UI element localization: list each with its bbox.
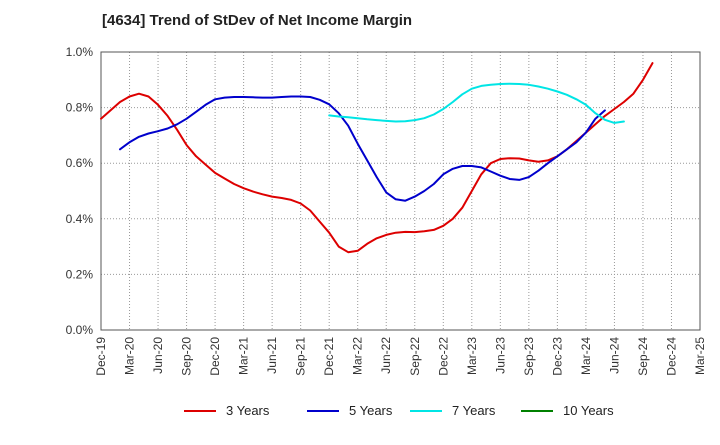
legend-item: 10 Years [521,403,614,418]
x-tick-label: Dec-21 [322,337,336,376]
x-tick-label: Jun-20 [151,337,165,374]
legend-swatch [521,409,553,412]
y-tick-label: 0.8% [66,101,94,115]
x-tick-label: Mar-22 [351,337,365,375]
x-tick-label: Dec-24 [664,337,678,376]
x-tick-label: Jun-21 [265,337,279,374]
x-tick-label: Dec-19 [94,337,108,376]
legend-swatch [184,409,216,412]
series-line-5-years [119,95,606,202]
legend-item: 7 Years [410,403,495,418]
legend: 3 Years 5 Years 7 Years 10 Years [0,403,720,427]
y-tick-labels: 0.0% 0.2% 0.4% 0.6% 0.8% 1.0% [66,45,94,337]
plot-frame [100,51,701,331]
legend-swatch [410,409,442,412]
x-tick-label: Mar-20 [123,337,137,375]
x-tick-label: Mar-24 [579,337,593,375]
x-tick-label: Mar-21 [237,337,251,375]
x-tick-label: Sep-21 [294,337,308,376]
y-tick-label: 0.4% [66,212,94,226]
x-tick-label: Dec-23 [550,337,564,376]
x-tick-label: Mar-25 [693,337,707,375]
plot-area [101,52,700,330]
x-tick-label: Sep-22 [408,337,422,376]
axes [100,51,701,331]
x-tick-label: Jun-22 [379,337,393,374]
y-tick-label: 0.6% [66,156,94,170]
legend-label: 7 Years [452,403,496,418]
plot-background [101,52,700,330]
legend-item: 5 Years [307,403,392,418]
series-lines [100,62,654,254]
y-tick-label: 0.0% [66,323,94,337]
x-tick-label: Sep-24 [636,337,650,376]
series-line-7-years [328,82,625,124]
x-tick-label: Dec-22 [436,337,450,376]
x-tick-label: Jun-23 [493,337,507,374]
legend-item: 3 Years [184,403,269,418]
x-tick-label: Jun-24 [607,337,621,374]
legend-label: 10 Years [563,403,614,418]
legend-label: 3 Years [226,403,270,418]
legend-label: 5 Years [349,403,393,418]
chart-title: [4634] Trend of StDev of Net Income Marg… [102,12,413,29]
x-tick-label: Mar-23 [465,337,479,375]
x-tick-label: Sep-20 [180,337,194,376]
y-tick-label: 0.2% [66,267,94,281]
y-tick-label: 1.0% [66,45,94,59]
x-tick-labels: Dec-19 Mar-20 Jun-20 Sep-20 Dec-20 Mar-21 Jun-… [94,337,707,376]
x-tick-label: Sep-23 [522,337,536,376]
x-tick-label: Dec-20 [208,337,222,376]
legend-swatch [307,409,339,412]
